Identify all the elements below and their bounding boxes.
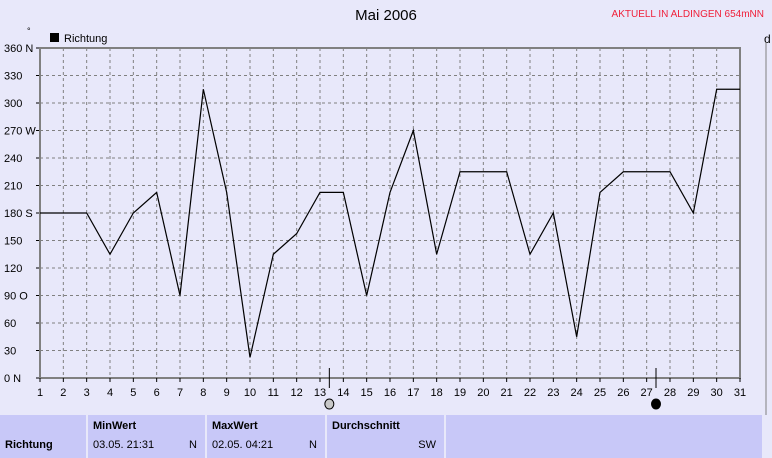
x-tick-label: 13	[314, 387, 326, 399]
y-tick-label: 210	[4, 181, 22, 193]
avg-cell: Durchschnitt SW	[327, 415, 446, 458]
location-notice: AKTUELL IN ALDINGEN 654mNN	[611, 9, 764, 20]
y-tick-label: 330	[4, 71, 22, 83]
y-tick-label: 240	[4, 153, 22, 165]
y-tick-label: 120	[4, 263, 22, 275]
x-tick-label: 1	[37, 387, 43, 399]
x-tick-label: 21	[501, 387, 513, 399]
y-axis-unit: °	[27, 26, 31, 36]
x-tick-label: 18	[431, 387, 443, 399]
max-dir: N	[309, 439, 317, 451]
y-tick-label: 30	[4, 346, 16, 358]
y-tick-label: 180 S	[4, 208, 33, 220]
row-label-cell: Richtung	[0, 415, 88, 458]
min-header: MinWert	[93, 420, 137, 432]
chart-title: Mai 2006	[355, 7, 417, 24]
x-tick-label: 4	[107, 387, 113, 399]
x-tick-label: 15	[361, 387, 373, 399]
legend-swatch	[50, 33, 59, 42]
x-tick-label: 29	[687, 387, 699, 399]
legend-label: Richtung	[64, 33, 107, 45]
x-tick-label: 23	[547, 387, 559, 399]
max-header: MaxWert	[212, 420, 258, 432]
x-tick-label: 6	[154, 387, 160, 399]
x-tick-label: 28	[664, 387, 676, 399]
x-tick-label: 27	[641, 387, 653, 399]
x-tick-label: 7	[177, 387, 183, 399]
avg-header: Durchschnitt	[332, 420, 400, 432]
x-tick-label: 20	[477, 387, 489, 399]
y-tick-label: 0 N	[4, 373, 21, 385]
new-moon-icon	[651, 398, 661, 410]
x-tick-label: 14	[337, 387, 349, 399]
y-tick-label: 360 N	[4, 43, 33, 55]
row-label: Richtung	[5, 439, 53, 451]
y-tick-label: 270 W	[4, 126, 36, 138]
max-cell: MaxWert 02.05. 04:21 N	[207, 415, 327, 458]
x-tick-label: 3	[84, 387, 90, 399]
x-tick-label: 30	[711, 387, 723, 399]
avg-dir: SW	[418, 439, 436, 451]
right-chart-label: d	[764, 32, 771, 46]
x-tick-label: 16	[384, 387, 396, 399]
x-tick-label: 10	[244, 387, 256, 399]
min-cell: MinWert 03.05. 21:31 N	[88, 415, 207, 458]
stats-panel: Richtung MinWert 03.05. 21:31 N MaxWert …	[0, 415, 762, 458]
min-time: 03.05. 21:31	[93, 439, 155, 451]
x-tick-label: 31	[734, 387, 746, 399]
y-tick-label: 60	[4, 318, 16, 330]
min-dir: N	[189, 439, 197, 451]
x-tick-label: 5	[130, 387, 136, 399]
y-tick-label: 150	[4, 236, 22, 248]
x-tick-label: 25	[594, 387, 606, 399]
x-tick-label: 22	[524, 387, 536, 399]
x-tick-label: 17	[407, 387, 419, 399]
x-tick-label: 19	[454, 387, 466, 399]
full-moon-icon	[324, 398, 335, 410]
y-tick-label: 90 O	[4, 291, 28, 303]
x-tick-label: 26	[617, 387, 629, 399]
max-time: 02.05. 04:21	[212, 439, 274, 451]
y-tick-label: 300	[4, 98, 22, 110]
x-tick-label: 12	[291, 387, 303, 399]
x-tick-label: 8	[200, 387, 206, 399]
x-tick-label: 24	[571, 387, 583, 399]
x-tick-label: 11	[268, 387, 279, 399]
x-tick-label: 9	[224, 387, 230, 399]
x-tick-label: 2	[60, 387, 66, 399]
